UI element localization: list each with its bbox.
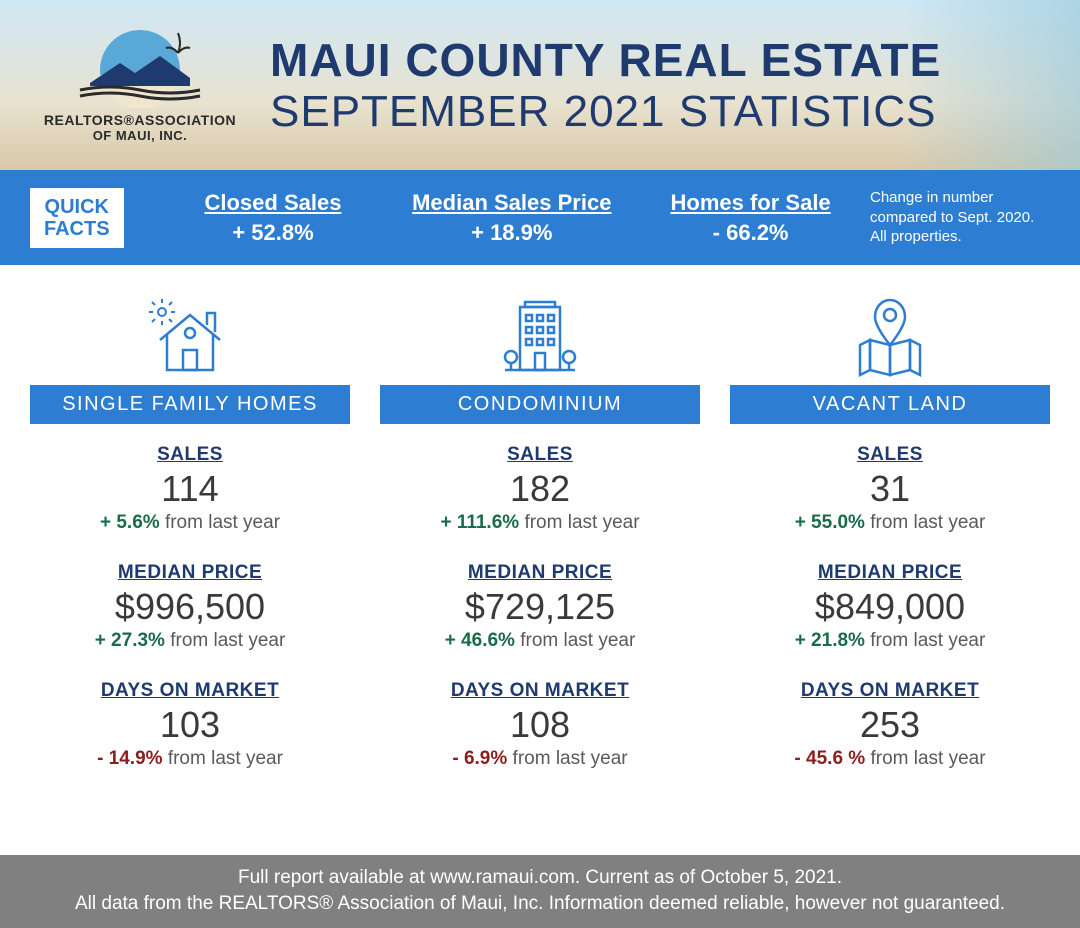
metric-change: + 27.3% from last year bbox=[30, 630, 350, 652]
category-banner: CONDOMINIUM bbox=[380, 385, 700, 424]
qf-value: - 66.2% bbox=[631, 220, 870, 246]
metric-sales: SALES 182 + 111.6% from last year bbox=[380, 444, 700, 534]
quick-facts-bar: QUICK FACTS Closed Sales + 52.8% Median … bbox=[0, 170, 1080, 265]
metric-label: MEDIAN PRICE bbox=[380, 562, 700, 584]
metric-value: $729,125 bbox=[380, 586, 700, 628]
metric-change: + 55.0% from last year bbox=[730, 512, 1050, 534]
quick-facts-badge: QUICK FACTS bbox=[30, 188, 124, 248]
category-banner: VACANT LAND bbox=[730, 385, 1050, 424]
header: REALTORS®ASSOCIATION OF MAUI, INC. MAUI … bbox=[0, 0, 1080, 170]
house-icon bbox=[30, 290, 350, 385]
logo: REALTORS®ASSOCIATION OF MAUI, INC. bbox=[30, 28, 250, 143]
metric-label: SALES bbox=[30, 444, 350, 466]
metric-sales: SALES 31 + 55.0% from last year bbox=[730, 444, 1050, 534]
category-vacant-land: VACANT LAND SALES 31 + 55.0% from last y… bbox=[730, 290, 1050, 798]
qf-homes-for-sale: Homes for Sale - 66.2% bbox=[631, 190, 870, 246]
metric-value: 31 bbox=[730, 468, 1050, 510]
footer: Full report available at www.ramaui.com.… bbox=[0, 855, 1080, 928]
metric-median-price: MEDIAN PRICE $849,000 + 21.8% from last … bbox=[730, 562, 1050, 652]
category-banner: SINGLE FAMILY HOMES bbox=[30, 385, 350, 424]
categories-row: SINGLE FAMILY HOMES SALES 114 + 5.6% fro… bbox=[0, 265, 1080, 798]
metric-sales: SALES 114 + 5.6% from last year bbox=[30, 444, 350, 534]
category-single-family: SINGLE FAMILY HOMES SALES 114 + 5.6% fro… bbox=[30, 290, 350, 798]
qf-value: + 18.9% bbox=[392, 220, 631, 246]
metric-median-price: MEDIAN PRICE $729,125 + 46.6% from last … bbox=[380, 562, 700, 652]
qf-median-price: Median Sales Price + 18.9% bbox=[392, 190, 631, 246]
qf-value: + 52.8% bbox=[154, 220, 393, 246]
metric-label: SALES bbox=[380, 444, 700, 466]
metric-change: + 5.6% from last year bbox=[30, 512, 350, 534]
qf-note: Change in number compared to Sept. 2020.… bbox=[870, 188, 1050, 247]
footer-line-1: Full report available at www.ramaui.com.… bbox=[20, 865, 1060, 892]
metric-value: 253 bbox=[730, 704, 1050, 746]
building-icon bbox=[380, 290, 700, 385]
metric-value: 114 bbox=[30, 468, 350, 510]
qf-label: Homes for Sale bbox=[631, 190, 870, 216]
metric-label: DAYS ON MARKET bbox=[730, 680, 1050, 702]
logo-text-2: OF MAUI, INC. bbox=[93, 128, 188, 143]
logo-text-1: REALTORS®ASSOCIATION bbox=[44, 112, 236, 128]
metric-change: + 21.8% from last year bbox=[730, 630, 1050, 652]
qf-label: Median Sales Price bbox=[392, 190, 631, 216]
metric-value: 103 bbox=[30, 704, 350, 746]
qf-badge-line-2: FACTS bbox=[44, 218, 110, 240]
qf-label: Closed Sales bbox=[154, 190, 393, 216]
qf-closed-sales: Closed Sales + 52.8% bbox=[154, 190, 393, 246]
metric-change: - 6.9% from last year bbox=[380, 748, 700, 770]
metric-label: MEDIAN PRICE bbox=[730, 562, 1050, 584]
metric-days-on-market: DAYS ON MARKET 253 - 45.6 % from last ye… bbox=[730, 680, 1050, 770]
metric-change: + 111.6% from last year bbox=[380, 512, 700, 534]
metric-change: - 14.9% from last year bbox=[30, 748, 350, 770]
metric-change: - 45.6 % from last year bbox=[730, 748, 1050, 770]
metric-value: 182 bbox=[380, 468, 700, 510]
title-line-1: MAUI COUNTY REAL ESTATE bbox=[270, 33, 1050, 87]
metric-value: $996,500 bbox=[30, 586, 350, 628]
metric-label: DAYS ON MARKET bbox=[30, 680, 350, 702]
metric-days-on-market: DAYS ON MARKET 103 - 14.9% from last yea… bbox=[30, 680, 350, 770]
metric-label: MEDIAN PRICE bbox=[30, 562, 350, 584]
metric-median-price: MEDIAN PRICE $996,500 + 27.3% from last … bbox=[30, 562, 350, 652]
metric-label: DAYS ON MARKET bbox=[380, 680, 700, 702]
metric-value: $849,000 bbox=[730, 586, 1050, 628]
metric-days-on-market: DAYS ON MARKET 108 - 6.9% from last year bbox=[380, 680, 700, 770]
title-line-2: SEPTEMBER 2021 STATISTICS bbox=[270, 87, 1050, 137]
title-block: MAUI COUNTY REAL ESTATE SEPTEMBER 2021 S… bbox=[250, 33, 1050, 137]
footer-line-2: All data from the REALTORS® Association … bbox=[20, 891, 1060, 918]
metric-change: + 46.6% from last year bbox=[380, 630, 700, 652]
metric-label: SALES bbox=[730, 444, 1050, 466]
metric-value: 108 bbox=[380, 704, 700, 746]
map-pin-icon bbox=[730, 290, 1050, 385]
qf-badge-line-1: QUICK bbox=[44, 196, 110, 218]
category-condominium: CONDOMINIUM SALES 182 + 111.6% from last… bbox=[380, 290, 700, 798]
logo-icon bbox=[70, 28, 210, 108]
